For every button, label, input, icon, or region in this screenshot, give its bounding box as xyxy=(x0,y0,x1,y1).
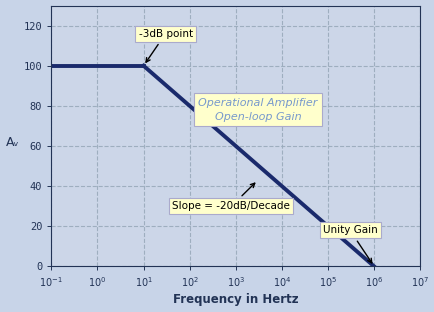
Text: Operational Amplifier
Open-loop Gain: Operational Amplifier Open-loop Gain xyxy=(197,98,317,122)
Text: Slope = -20dB/Decade: Slope = -20dB/Decade xyxy=(172,183,289,211)
Text: Unity Gain: Unity Gain xyxy=(322,225,377,263)
X-axis label: Frequency in Hertz: Frequency in Hertz xyxy=(173,294,298,306)
Text: -3dB point: -3dB point xyxy=(138,29,192,62)
Y-axis label: Aᵥ: Aᵥ xyxy=(6,136,19,149)
